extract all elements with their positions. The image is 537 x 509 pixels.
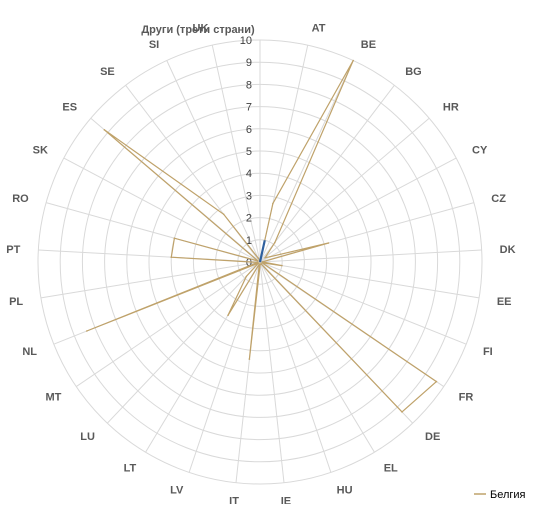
category-label: NL bbox=[22, 346, 37, 358]
category-label: UK bbox=[193, 23, 209, 35]
axis-tick-label: 0 bbox=[246, 257, 252, 269]
data-point bbox=[274, 241, 276, 244]
axis-tick-label: 4 bbox=[246, 168, 252, 180]
category-label: DE bbox=[425, 431, 440, 443]
category-label: ES bbox=[62, 102, 77, 114]
category-label: PT bbox=[6, 244, 20, 256]
grid-spoke bbox=[259, 261, 375, 453]
data-point bbox=[170, 256, 173, 259]
axis-tick-label: 2 bbox=[246, 213, 252, 225]
category-label: IT bbox=[229, 496, 239, 504]
grid-spoke bbox=[188, 261, 261, 473]
category-label: LV bbox=[170, 484, 184, 496]
data-point bbox=[257, 261, 259, 264]
category-label: SE bbox=[100, 66, 115, 78]
axis-tick-label: 8 bbox=[246, 79, 252, 91]
category-label: IE bbox=[281, 496, 291, 504]
category-label: BG bbox=[405, 66, 422, 78]
axis-tick-label: 6 bbox=[246, 124, 252, 136]
data-point bbox=[352, 59, 355, 62]
data-point bbox=[257, 257, 259, 259]
data-point bbox=[272, 202, 274, 205]
category-label: SK bbox=[33, 145, 48, 157]
data-point bbox=[327, 242, 330, 244]
grid-spoke bbox=[259, 157, 457, 263]
grid-spoke bbox=[259, 60, 354, 263]
grid-spoke bbox=[106, 261, 261, 424]
category-label: FI bbox=[483, 346, 493, 358]
category-label: RO bbox=[12, 193, 29, 205]
data-point bbox=[435, 380, 438, 383]
data-point bbox=[281, 264, 283, 267]
data-point bbox=[173, 237, 176, 239]
data-point bbox=[258, 263, 261, 265]
category-label: LT bbox=[124, 463, 137, 475]
category-label: LU bbox=[80, 431, 95, 443]
axis-tick-label: 7 bbox=[246, 102, 252, 114]
data-point bbox=[248, 358, 251, 360]
category-label: CZ bbox=[491, 193, 506, 205]
category-label: EL bbox=[384, 463, 398, 475]
legend-label: Белгия bbox=[490, 489, 526, 501]
data-point bbox=[86, 330, 88, 332]
grid-spoke bbox=[259, 261, 285, 483]
axis-tick-label: 3 bbox=[246, 190, 252, 202]
category-label: EE bbox=[497, 296, 512, 308]
data-point bbox=[257, 260, 259, 262]
category-label: BE bbox=[361, 39, 376, 51]
grid-spoke bbox=[259, 261, 332, 473]
grid-spoke bbox=[259, 261, 467, 345]
category-label: PL bbox=[9, 296, 23, 308]
grid-spoke bbox=[211, 45, 261, 263]
data-point bbox=[264, 256, 266, 259]
grid-spoke bbox=[259, 261, 480, 299]
category-label: Други (трети страни) bbox=[141, 24, 255, 36]
grid-spoke bbox=[63, 157, 261, 263]
category-label: AT bbox=[312, 23, 326, 35]
category-label: HR bbox=[443, 102, 459, 114]
category-label: SI bbox=[149, 39, 159, 51]
category-label: DK bbox=[500, 244, 516, 256]
category-label: FR bbox=[459, 392, 474, 404]
axis-tick-label: 9 bbox=[246, 57, 252, 69]
category-label: HU bbox=[337, 484, 353, 496]
category-label: MT bbox=[45, 392, 61, 404]
grid-spoke bbox=[75, 261, 261, 387]
highlight-segment bbox=[258, 240, 266, 263]
grid-spoke bbox=[259, 84, 395, 263]
data-point bbox=[222, 213, 225, 216]
data-point bbox=[401, 411, 403, 413]
axis-tick-label: 1 bbox=[246, 235, 252, 247]
data-point bbox=[103, 129, 106, 131]
data-point bbox=[227, 314, 229, 317]
axis-tick-label: 10 bbox=[240, 35, 252, 47]
data-point bbox=[245, 275, 248, 278]
axis-tick-label: 5 bbox=[246, 146, 252, 158]
data-point bbox=[269, 255, 271, 258]
grid-spoke bbox=[40, 261, 261, 299]
category-label: CY bbox=[472, 145, 488, 157]
grid-spoke bbox=[259, 117, 430, 263]
grid-spoke bbox=[259, 249, 482, 263]
data-point bbox=[261, 262, 263, 264]
grid-spoke bbox=[166, 60, 261, 263]
